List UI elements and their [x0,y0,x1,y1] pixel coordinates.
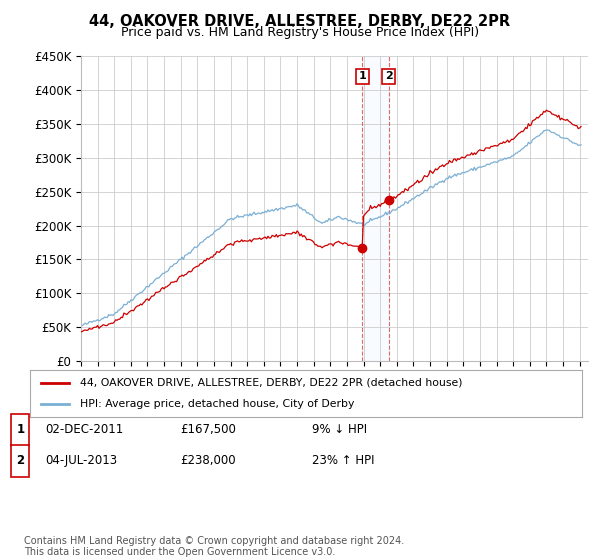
Text: 44, OAKOVER DRIVE, ALLESTREE, DERBY, DE22 2PR: 44, OAKOVER DRIVE, ALLESTREE, DERBY, DE2… [89,14,511,29]
Bar [362,56,389,361]
Text: Contains HM Land Registry data © Crown copyright and database right 2024.
This d: Contains HM Land Registry data © Crown c… [24,535,404,557]
Text: 2: 2 [385,71,392,81]
Text: HPI: Average price, detached house, City of Derby: HPI: Average price, detached house, City… [80,399,354,409]
Text: 2: 2 [16,454,25,467]
Text: £167,500: £167,500 [180,423,236,436]
Text: 1: 1 [16,423,25,436]
Text: 1: 1 [358,71,366,81]
Text: 02-DEC-2011: 02-DEC-2011 [45,423,123,436]
Text: 23% ↑ HPI: 23% ↑ HPI [312,454,374,467]
Text: 9% ↓ HPI: 9% ↓ HPI [312,423,367,436]
Text: £238,000: £238,000 [180,454,236,467]
Text: 44, OAKOVER DRIVE, ALLESTREE, DERBY, DE22 2PR (detached house): 44, OAKOVER DRIVE, ALLESTREE, DERBY, DE2… [80,378,462,388]
Text: Price paid vs. HM Land Registry's House Price Index (HPI): Price paid vs. HM Land Registry's House … [121,26,479,39]
Text: 04-JUL-2013: 04-JUL-2013 [45,454,117,467]
